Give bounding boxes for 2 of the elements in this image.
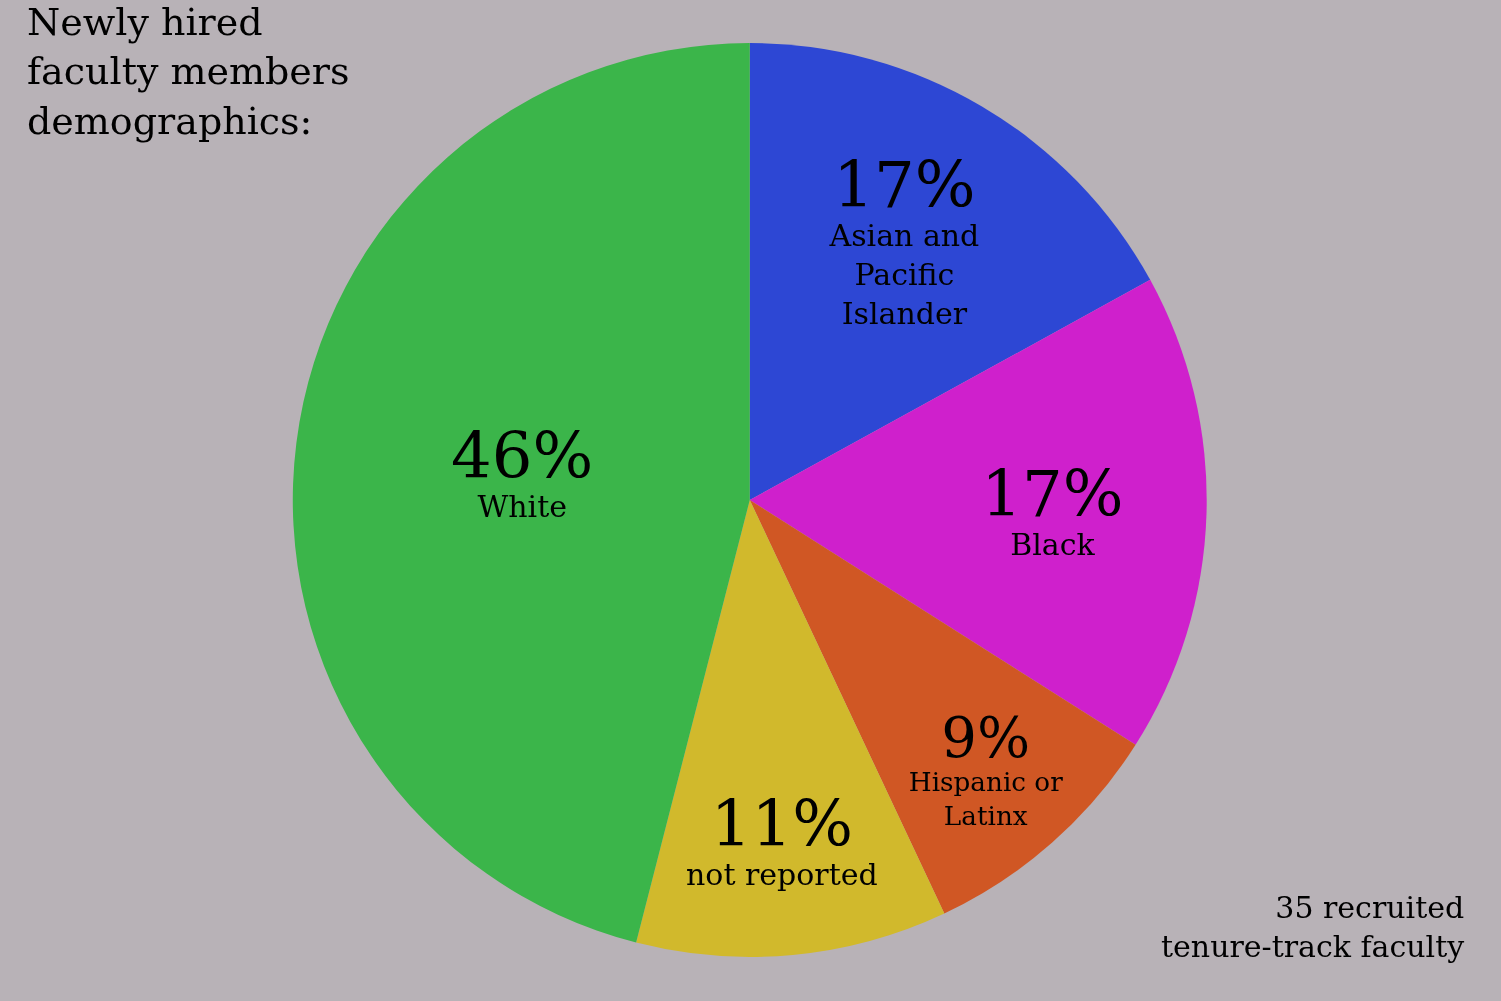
text: 35 recruited tenure-track faculty (1161, 890, 1465, 964)
chart-title: Newly hired faculty members demographics: (27, 0, 350, 143)
